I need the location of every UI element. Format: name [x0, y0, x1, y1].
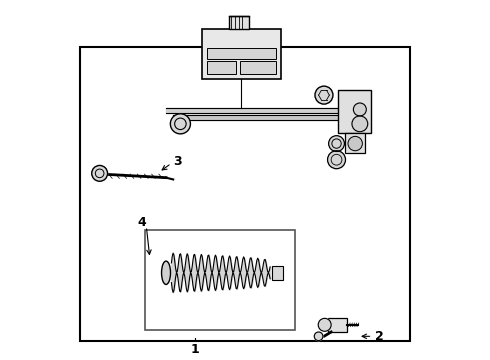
Text: 4: 4	[137, 216, 146, 229]
Bar	[338, 90, 370, 133]
Bar	[272, 266, 283, 280]
Circle shape	[171, 114, 191, 134]
Bar	[229, 16, 248, 29]
Text: 2: 2	[375, 330, 384, 343]
Circle shape	[315, 86, 333, 104]
Circle shape	[348, 136, 363, 151]
Circle shape	[352, 116, 368, 132]
Bar	[345, 133, 365, 153]
Bar	[207, 61, 236, 73]
Bar	[240, 61, 275, 73]
Circle shape	[92, 166, 107, 181]
Circle shape	[329, 136, 344, 152]
Circle shape	[318, 318, 331, 331]
Bar	[327, 318, 347, 332]
Text: 1: 1	[191, 343, 199, 356]
Circle shape	[327, 151, 345, 169]
Bar	[145, 230, 295, 330]
Bar	[202, 29, 281, 79]
Bar	[80, 47, 410, 341]
Text: 3: 3	[173, 155, 182, 168]
Bar	[207, 49, 275, 59]
Circle shape	[314, 332, 323, 341]
Circle shape	[353, 103, 367, 116]
Ellipse shape	[162, 261, 171, 284]
